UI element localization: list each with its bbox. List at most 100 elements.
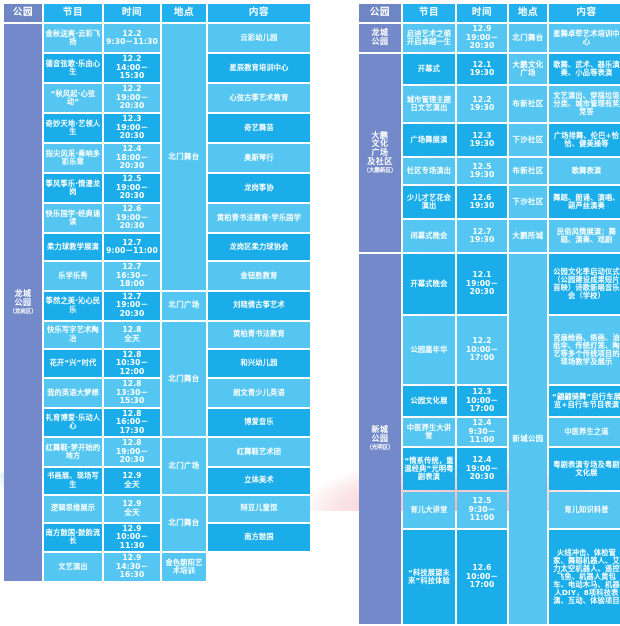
time-cell: 12.3 19:00－20:30 <box>104 114 160 142</box>
time-cell: 12.6 19:00－20:30 <box>104 204 160 232</box>
park-district: （龙岗区） <box>9 308 37 315</box>
program-cell: 公园嘉年华 <box>403 316 455 384</box>
table-row: 公园文化展 12.3 10:00－17:00 “翩翩骑舞”自行车展览+自行车节目表演 <box>359 386 620 416</box>
content-cell: 立体美术 <box>208 467 310 494</box>
table-row: 大鹏 文化 广场 及社区 （大鹏新区） 开幕式 12.1 19:30 大鹏文化广场 歌舞、武术、器… <box>359 54 620 252</box>
program-cell: 南方鼓国·鼓韵流长 <box>44 523 102 551</box>
program-cell: 开幕式晚会 <box>403 254 455 314</box>
content-cell: 火线冲击、体检管家、舞蹈机器人、艾力太空机器人、遥控飞鱼、机器人黄包车、电动木马… <box>549 530 620 624</box>
content-cell: 歌舞、武术、器乐演奏、小品等表演 <box>549 54 620 84</box>
time-cell: 12.8 13:30－15:30 <box>104 379 160 407</box>
time-cell: 12.7 19:00－20:30 <box>104 291 160 320</box>
place-cell: 北门舞台 <box>162 24 206 290</box>
place-cell: 大鹏所城 <box>509 220 547 252</box>
time-cell: 12.9 全天 <box>104 495 160 522</box>
time-cell: 12.2 10:00－17:00 <box>457 316 507 384</box>
place-cell: 下沙社区 <box>509 124 547 156</box>
program-cell: 广场舞展演 <box>403 124 455 156</box>
header-program: 节目 <box>403 4 455 22</box>
time-cell: 12.2 9:30－11:30 <box>104 24 160 52</box>
table-row: “情系传统，重温经典”光明粤剧表演 12.4 19:00－20:30 粤剧表演专场及粤… <box>359 448 620 490</box>
time-cell: 12.8 全天 <box>104 321 160 348</box>
time-cell: 12.5 9:30－11:00 <box>457 492 507 528</box>
table-row: 快乐写字艺术陶冶 12.8 全天 北门舞台 黄柏青书法教育 <box>4 321 310 436</box>
park-district: （大鹏新区） <box>363 168 397 175</box>
place-cell: 布新社区 <box>509 86 547 122</box>
program-cell: 礼育博爱·乐动人心 <box>44 408 102 436</box>
content-cell: 公园文化季启动仪式（公园建设成果短片首映）诗歌新唱音乐会（学校） <box>549 254 620 314</box>
table-row: 文艺演出 12.9 14:30－16:30 金色朝阳艺术培训 <box>4 553 310 581</box>
table-row: 花开“兴”时代 12.8 10:30－12:00 和兴幼儿园 <box>4 349 310 377</box>
time-cell: 12.9 14:30－16:30 <box>104 553 160 581</box>
table-row: 红舞鞋·梦开始的地方 12.8 19:00－20:30 北门广场 红舞鞋艺术团 <box>4 438 310 494</box>
header-park: 公园 <box>359 4 401 22</box>
content-cell: 星舞卓荦艺术培训中心 <box>549 24 620 52</box>
time-cell: 12.4 9:30－11:00 <box>457 418 507 446</box>
content-cell: 龙岗区柔力球协会 <box>208 234 310 260</box>
program-cell: “情系传统，重温经典”光明粤剧表演 <box>403 448 455 490</box>
program-cell: 筝风筝乐·情漫龙岗 <box>44 174 102 202</box>
content-cell: 龙岗筝协 <box>208 174 310 202</box>
program-cell: 闭幕式晚会 <box>403 220 455 252</box>
time-cell: 12.2 14:00－15:30 <box>104 54 160 82</box>
time-cell: 12.5 19:00－20:30 <box>104 174 160 202</box>
program-cell: 花开“兴”时代 <box>44 349 102 377</box>
content-cell: 中医养生之道 <box>549 418 620 446</box>
program-cell: 我的英语大梦想 <box>44 379 102 407</box>
time-cell: 12.7 19:30 <box>457 220 507 252</box>
content-cell: 心弦古筝艺术教育 <box>208 84 310 112</box>
table-row: “秋风起·心弦动” 12.2 19:00－20:30 心弦古筝艺术教育 <box>4 84 310 112</box>
place-cell: 布新社区 <box>509 158 547 184</box>
program-cell: “秋风起·心弦动” <box>44 84 102 112</box>
table-row: 筝风筝乐·情漫龙岗 12.5 19:00－20:30 龙岗筝协 <box>4 174 310 202</box>
time-cell: 12.6 19:30 <box>457 186 507 218</box>
table-row: 广场舞展演 12.3 19:30 下沙社区 广场排舞、伦巴+恰恰、健美操等 <box>359 124 620 156</box>
content-cell: 博爱音乐 <box>208 408 310 436</box>
park-name-cell: 新城 公园 （光明区） <box>359 254 401 624</box>
content-cell: 宫扇绘画、烙画、油纸伞、传统灯笼、陶艺等多个传统项目的现场教学及展示 <box>549 316 620 384</box>
time-cell: 12.9 10:00－11:30 <box>104 523 160 551</box>
program-cell: 启迪艺术之萌开启卓越一生 <box>403 24 455 52</box>
time-cell: 12.8 10:30－12:00 <box>104 349 160 377</box>
time-cell: 12.4 18:00－20:30 <box>104 144 160 172</box>
table-row: 社区专场演出 12.5 19:30 布新社区 歌舞表演 <box>359 158 620 184</box>
table-row: 礼育博爱·乐动人心 12.8 16:00－17:30 博爱音乐 <box>4 408 310 436</box>
table-row: 筝然之美·沁心民乐 12.7 19:00－20:30 北门广场 刘晓倩古筝艺术 <box>4 291 310 320</box>
table-header-row: 公园 节目 时间 地点 内容 <box>4 4 310 22</box>
content-cell: 广场排舞、伦巴+恰恰、健美操等 <box>549 124 620 156</box>
program-cell: 红舞鞋·梦开始的地方 <box>44 438 102 466</box>
header-place: 地点 <box>509 4 547 22</box>
table-row: 书画展、现场写生 12.9 全天 立体美术 <box>4 467 310 494</box>
table-row: 少儿才艺花会演出 12.6 19:30 下沙社区 舞蹈、朗诵、演唱、葫芦丝演奏 <box>359 186 620 218</box>
program-cell: 快乐国学·经典诵读 <box>44 204 102 232</box>
time-cell: 12.8 19:00－20:30 <box>104 438 160 466</box>
time-cell: 12.2 19:00－20:30 <box>104 84 160 112</box>
park-district: （光明区） <box>366 445 394 452</box>
park-name-cell: 大鹏 文化 广场 及社区 （大鹏新区） <box>359 54 401 252</box>
time-cell: 12.2 19:30 <box>457 86 507 122</box>
place-cell: 北门舞台 <box>162 495 206 551</box>
program-cell: 城市管理主题日文艺演出 <box>403 86 455 122</box>
place-cell: 北门舞台 <box>509 24 547 52</box>
content-cell: 舞蹈、朗诵、演唱、葫芦丝演奏 <box>549 186 620 218</box>
header-content: 内容 <box>208 4 310 22</box>
time-cell: 12.3 19:30 <box>457 124 507 156</box>
program-cell: 柔力球教学展演 <box>44 234 102 260</box>
program-cell: 逻辑思维展示 <box>44 495 102 522</box>
program-cell: 公园文化展 <box>403 386 455 416</box>
program-cell: 少儿才艺花会演出 <box>403 186 455 218</box>
content-cell: 奥斯琴行 <box>208 144 310 172</box>
table-row: 我的英语大梦想 12.8 13:30－15:30 朗文青少儿英语 <box>4 379 310 407</box>
table-row: 德音弦歌·乐由心生 12.2 14:00－15:30 星辰教育培训中心 <box>4 54 310 82</box>
time-cell: 12.1 19:30 <box>457 54 507 84</box>
content-cell: 金色朝阳艺术培训 <box>162 553 206 581</box>
time-cell: 12.8 16:00－17:30 <box>104 408 160 436</box>
time-cell: 12.9 全天 <box>104 467 160 494</box>
time-cell: 12.1 19:00－20:30 <box>457 254 507 314</box>
program-cell: “科技展望未来”科技体验 <box>403 530 455 624</box>
table-row: 指尖风采·奏响多彩乐章 12.4 18:00－20:30 奥斯琴行 <box>4 144 310 172</box>
table-row: 快乐国学·经典诵读 12.6 19:00－20:30 黄柏青书法教育·学乐国学 <box>4 204 310 232</box>
content-cell: 星辰教育培训中心 <box>208 54 310 82</box>
time-cell: 12.7 16:30－18:00 <box>104 262 160 290</box>
